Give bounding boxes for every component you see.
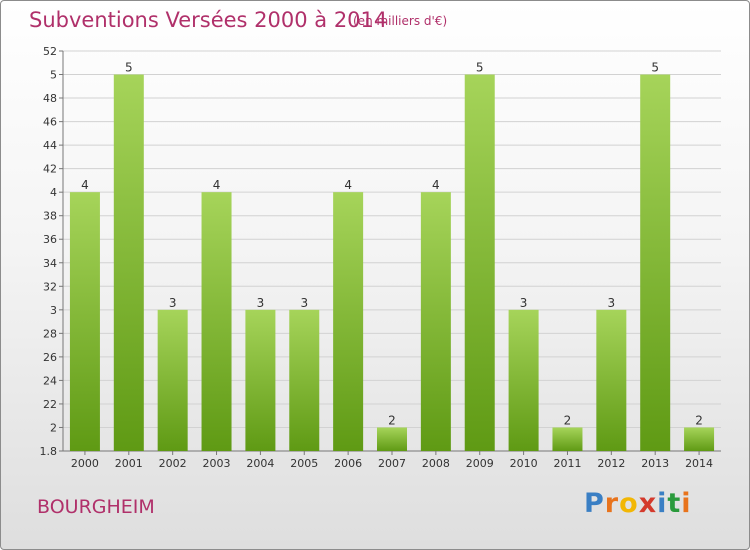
bar <box>289 309 320 451</box>
x-tick-label: 2013 <box>641 457 669 470</box>
y-tick-label: 36 <box>43 233 57 246</box>
bar <box>552 427 583 451</box>
x-tick-label: 2012 <box>597 457 625 470</box>
logo-letter: t <box>667 488 682 519</box>
bar <box>157 309 188 451</box>
bar <box>201 192 232 452</box>
proxiti-logo: Proxiti <box>584 488 692 519</box>
x-tick-label: 2009 <box>466 457 494 470</box>
y-tick-label: 52 <box>43 45 57 58</box>
y-tick-label: 26 <box>43 351 57 364</box>
bar <box>113 74 144 451</box>
y-tick-label: 24 <box>43 374 57 387</box>
bar-value-label: 2 <box>564 413 572 427</box>
y-tick-label: 44 <box>43 139 57 152</box>
y-tick-label: 2 <box>50 421 57 434</box>
x-tick-label: 2005 <box>290 457 318 470</box>
y-tick-label: 38 <box>43 210 57 223</box>
logo-letter: o <box>619 488 639 519</box>
bar-value-label: 5 <box>651 61 659 75</box>
bar <box>69 192 100 452</box>
y-tick-label: 3 <box>50 304 57 317</box>
labels: 1.82222426283323436384424446485524200052… <box>40 45 714 470</box>
y-tick-label: 48 <box>43 92 57 105</box>
bar-value-label: 5 <box>476 61 484 75</box>
y-tick-label: 34 <box>43 257 57 270</box>
x-tick-label: 2010 <box>510 457 538 470</box>
y-tick-label: 22 <box>43 398 57 411</box>
bar-value-label: 4 <box>432 178 440 192</box>
bar-value-label: 2 <box>388 413 396 427</box>
bar <box>508 309 539 451</box>
chart-subtitle: (en milliers d'€) <box>353 14 448 28</box>
x-tick-label: 2007 <box>378 457 406 470</box>
bar-value-label: 4 <box>81 178 89 192</box>
y-tick-label: 42 <box>43 163 57 176</box>
x-tick-label: 2000 <box>71 457 99 470</box>
bar <box>640 74 671 451</box>
x-tick-label: 2011 <box>553 457 581 470</box>
bar-value-label: 2 <box>695 413 703 427</box>
bar <box>245 309 276 451</box>
bar <box>333 192 364 452</box>
bar <box>464 74 495 451</box>
y-tick-label: 46 <box>43 116 57 129</box>
bar <box>377 427 407 451</box>
x-tick-label: 2006 <box>334 457 362 470</box>
x-tick-label: 2001 <box>115 457 143 470</box>
y-tick-label: 5 <box>50 69 57 82</box>
bar <box>684 427 715 451</box>
bar <box>420 192 451 452</box>
x-tick-label: 2003 <box>203 457 231 470</box>
bar-value-label: 4 <box>344 178 352 192</box>
logo-letter: r <box>604 488 620 519</box>
bar-value-label: 3 <box>520 296 528 310</box>
bar-value-label: 3 <box>300 296 308 310</box>
y-tick-label: 4 <box>50 186 57 199</box>
y-tick-label: 1.8 <box>40 445 58 458</box>
commune-name: BOURGHEIM <box>37 496 155 518</box>
x-tick-label: 2004 <box>246 457 274 470</box>
y-tick-label: 28 <box>43 327 57 340</box>
logo-letter: P <box>584 488 605 519</box>
x-tick-label: 2008 <box>422 457 450 470</box>
bars <box>69 74 715 452</box>
x-tick-label: 2002 <box>159 457 187 470</box>
bar <box>596 309 627 451</box>
bar-value-label: 3 <box>257 296 265 310</box>
bar-value-label: 5 <box>125 61 133 75</box>
logo-letter: x <box>638 488 658 519</box>
logo-letter: i <box>657 488 668 519</box>
bar-value-label: 3 <box>169 296 177 310</box>
x-tick-label: 2014 <box>685 457 713 470</box>
logo-letter: i <box>681 488 692 519</box>
bar-value-label: 4 <box>213 178 221 192</box>
chart-title: Subventions Versées 2000 à 2014 <box>29 8 388 32</box>
y-tick-label: 32 <box>43 280 57 293</box>
bar-value-label: 3 <box>608 296 616 310</box>
